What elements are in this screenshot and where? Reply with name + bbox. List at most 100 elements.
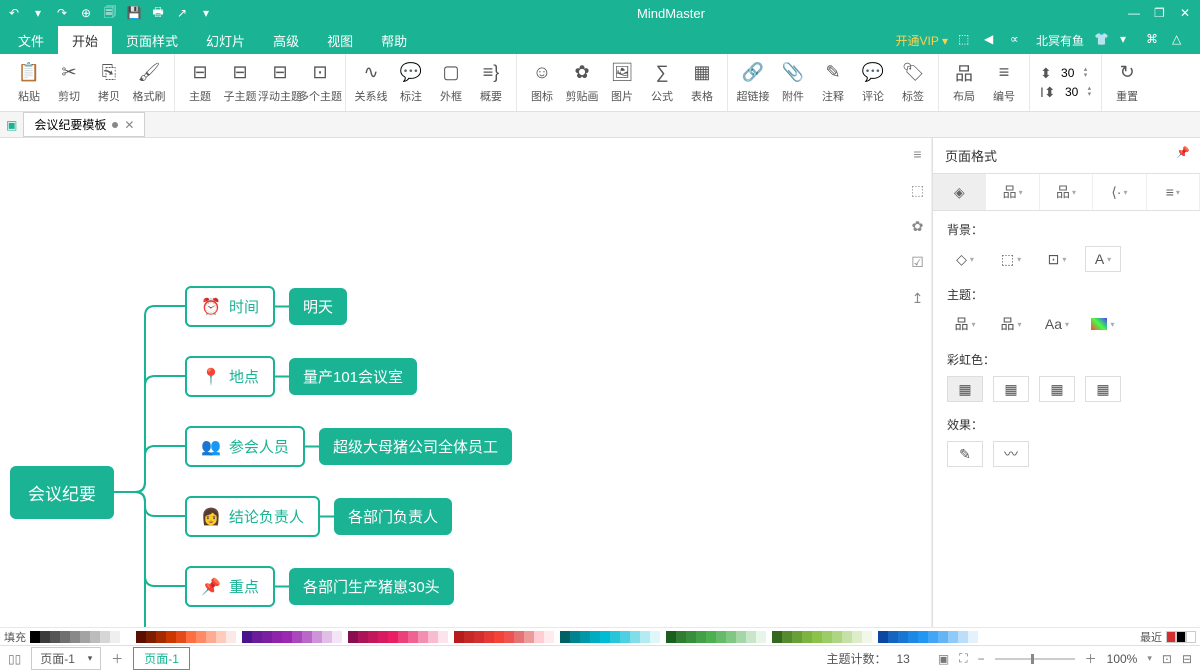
zoom-out-icon[interactable]: − (978, 652, 985, 666)
color-swatch[interactable] (348, 631, 358, 643)
color-swatch[interactable] (312, 631, 322, 643)
color-swatch[interactable] (812, 631, 822, 643)
mindmap-node-参会人员[interactable]: 👥参会人员 (185, 426, 305, 467)
color-swatch[interactable] (30, 631, 40, 643)
panel-option[interactable]: 品▾ (993, 311, 1029, 337)
color-swatch[interactable] (90, 631, 100, 643)
color-swatch[interactable] (136, 631, 146, 643)
panel-tab-1[interactable]: 品▾ (986, 174, 1039, 210)
ribbon-评论[interactable]: 💬评论 (854, 57, 892, 109)
ribbon-剪贴画[interactable]: ✿剪贴画 (563, 57, 601, 109)
color-swatch[interactable] (252, 631, 262, 643)
color-swatch[interactable] (176, 631, 186, 643)
color-swatch[interactable] (120, 631, 130, 643)
color-swatch[interactable] (378, 631, 388, 643)
color-swatch[interactable] (438, 631, 448, 643)
color-swatch[interactable] (696, 631, 706, 643)
menu-幻灯片[interactable]: 幻灯片 (192, 26, 259, 55)
size-input[interactable]: I⬍30▴▾ (1040, 84, 1091, 101)
color-swatch[interactable] (544, 631, 554, 643)
ribbon-粘贴[interactable]: 📋粘贴 (10, 57, 48, 109)
focus-icon[interactable]: ⊡ (1162, 652, 1172, 666)
color-swatch[interactable] (524, 631, 534, 643)
top-icon-r-0[interactable]: 👕 (1094, 32, 1110, 48)
top-icon-2[interactable]: ∝ (1010, 32, 1026, 48)
color-swatch[interactable] (736, 631, 746, 643)
color-swatch[interactable] (792, 631, 802, 643)
panel-option[interactable]: 〰 (993, 441, 1029, 467)
menu-页面样式[interactable]: 页面样式 (112, 26, 192, 55)
qat-icon-8[interactable]: ▾ (198, 5, 214, 21)
color-swatch[interactable] (666, 631, 676, 643)
color-swatch[interactable] (196, 631, 206, 643)
color-swatch[interactable] (262, 631, 272, 643)
color-swatch[interactable] (958, 631, 968, 643)
panel-option[interactable]: ▾ (1085, 311, 1121, 337)
top-icon-r-2[interactable]: ⌘ (1146, 32, 1162, 48)
close-tab-icon[interactable]: ✕ (124, 118, 134, 132)
color-swatch[interactable] (358, 631, 368, 643)
color-swatch[interactable] (166, 631, 176, 643)
mindmap-node-时间[interactable]: ⏰时间 (185, 286, 275, 327)
qat-icon-1[interactable]: ▾ (30, 5, 46, 21)
document-tab[interactable]: 会议纪要模板 ✕ (23, 112, 145, 137)
color-swatch[interactable] (580, 631, 590, 643)
color-swatch[interactable] (408, 631, 418, 643)
color-swatch[interactable] (332, 631, 342, 643)
color-swatch[interactable] (454, 631, 464, 643)
color-swatch[interactable] (418, 631, 428, 643)
mindmap-node-重点[interactable]: 📌重点 (185, 566, 275, 607)
color-swatch[interactable] (226, 631, 236, 643)
color-swatch[interactable] (206, 631, 216, 643)
recent-swatch[interactable] (1186, 631, 1196, 643)
ribbon-图标[interactable]: ☺图标 (523, 57, 561, 109)
ribbon-主题[interactable]: ⊟主题 (181, 57, 219, 109)
recent-swatch[interactable] (1166, 631, 1176, 643)
color-swatch[interactable] (726, 631, 736, 643)
color-swatch[interactable] (560, 631, 570, 643)
ribbon-标注[interactable]: 💬标注 (392, 57, 430, 109)
ribbon-表格[interactable]: ▦表格 (683, 57, 721, 109)
side-icon-3[interactable]: ☑ (908, 252, 928, 272)
panel-option[interactable]: ▦ (993, 376, 1029, 402)
qat-icon-4[interactable]: 🗐 (102, 5, 118, 21)
panel-option[interactable]: ▦ (1039, 376, 1075, 402)
color-swatch[interactable] (832, 631, 842, 643)
ribbon-浮动主题[interactable]: ⊟浮动主题 (261, 57, 299, 109)
color-swatch[interactable] (570, 631, 580, 643)
color-swatch[interactable] (398, 631, 408, 643)
color-swatch[interactable] (464, 631, 474, 643)
color-swatch[interactable] (322, 631, 332, 643)
color-swatch[interactable] (80, 631, 90, 643)
color-swatch[interactable] (888, 631, 898, 643)
fit-icon[interactable]: ▣ (938, 652, 949, 666)
qat-icon-7[interactable]: ↗ (174, 5, 190, 21)
menu-文件[interactable]: 文件 (4, 26, 58, 55)
color-swatch[interactable] (514, 631, 524, 643)
ribbon-拷贝[interactable]: ⎘拷贝 (90, 57, 128, 109)
ribbon-布局[interactable]: 品布局 (945, 57, 983, 109)
panel-option[interactable]: Aa▾ (1039, 311, 1075, 337)
top-icon-r-1[interactable]: ▾ (1120, 32, 1136, 48)
pages-icon[interactable]: ▯▯ (8, 652, 21, 666)
maximize-icon[interactable]: ❐ (1154, 6, 1168, 20)
color-swatch[interactable] (504, 631, 514, 643)
color-swatch[interactable] (772, 631, 782, 643)
username[interactable]: 北冥有鱼 (1036, 32, 1084, 49)
color-swatch[interactable] (676, 631, 686, 643)
ribbon-关系线[interactable]: ∿关系线 (352, 57, 390, 109)
color-swatch[interactable] (706, 631, 716, 643)
color-swatch[interactable] (756, 631, 766, 643)
color-swatch[interactable] (534, 631, 544, 643)
panel-tab-3[interactable]: ⟨·▾ (1093, 174, 1146, 210)
pin-icon[interactable]: 📌 (1176, 146, 1190, 159)
ribbon-格式刷[interactable]: 🖌格式刷 (130, 57, 168, 109)
color-swatch[interactable] (898, 631, 908, 643)
color-swatch[interactable] (610, 631, 620, 643)
qat-icon-2[interactable]: ↷ (54, 5, 70, 21)
color-swatch[interactable] (494, 631, 504, 643)
color-swatch[interactable] (110, 631, 120, 643)
fullscreen-icon[interactable]: ⛶ (959, 651, 967, 666)
menu-开始[interactable]: 开始 (58, 26, 112, 55)
color-swatch[interactable] (40, 631, 50, 643)
